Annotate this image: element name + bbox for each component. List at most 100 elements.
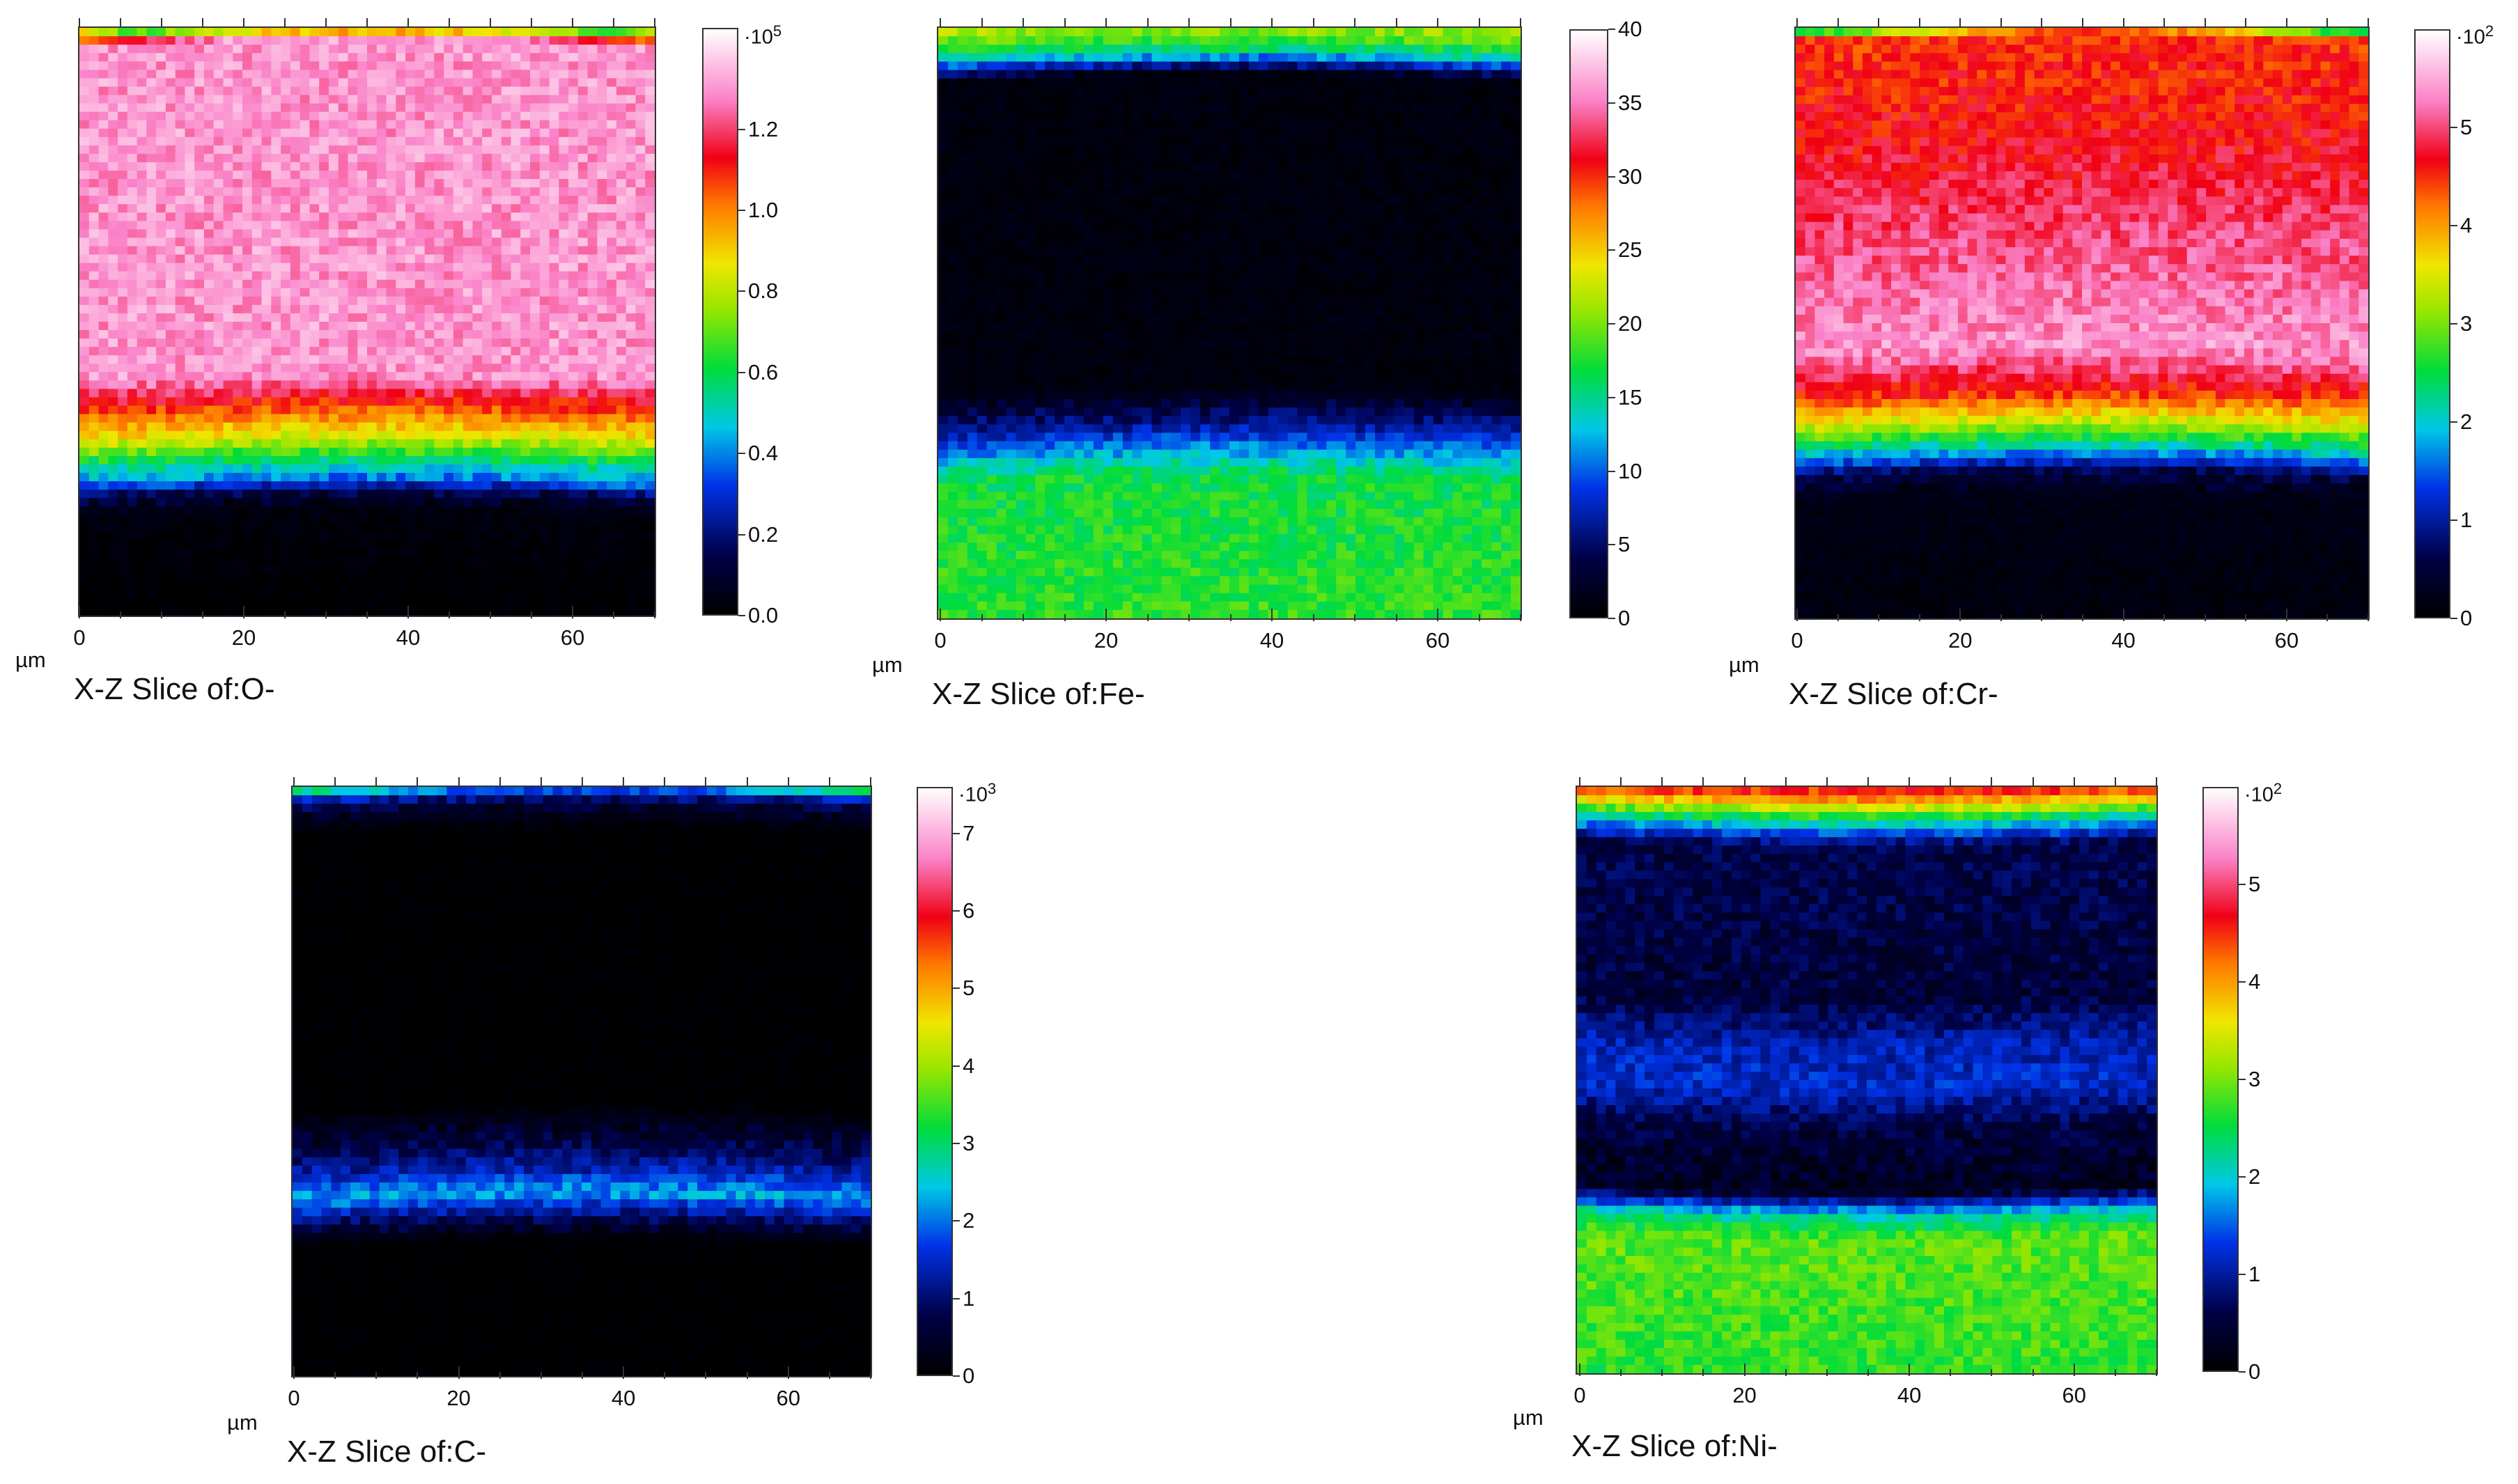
heatmap-cell [127,61,138,70]
heatmap-cell [645,322,655,331]
heatmap-cell [607,338,617,347]
heatmap-cell [616,498,627,507]
heatmap-cell [79,237,90,247]
heatmap-cell [530,347,541,356]
heatmap-cell [290,481,301,490]
heatmap-cell [328,607,339,616]
heatmap-cell [424,128,435,138]
heatmap-cell [213,414,224,423]
heatmap-cell [300,573,311,583]
heatmap-cell [1181,53,1191,63]
heatmap-cell [338,447,349,457]
heatmap-cell [1258,120,1269,130]
heatmap-cell [251,162,263,171]
heatmap-cell [501,590,512,600]
heatmap-cell [549,304,560,314]
heatmap-cell [607,136,617,146]
heatmap-cell [549,531,560,541]
heatmap-cell [424,455,435,465]
heatmap-cell [1443,112,1454,121]
heatmap-cell [1413,86,1424,96]
heatmap-cell [568,439,579,448]
heatmap-cell [645,111,655,121]
heatmap-cell [118,548,128,558]
heatmap-cell [577,187,589,196]
heatmap-cell [281,111,291,121]
heatmap-cell [98,179,109,188]
heatmap-cell [1035,86,1046,96]
heatmap-cell [194,515,205,524]
heatmap-cell [587,455,598,465]
heatmap-cell [511,590,521,600]
heatmap-cell [357,447,368,457]
heatmap-oxygen [78,26,656,617]
heatmap-cell [357,405,368,415]
heatmap-cell [414,565,426,575]
heatmap-cell [396,447,406,457]
heatmap-cell [1210,86,1220,96]
heatmap-cell [185,288,195,297]
heatmap-cell [1016,45,1027,54]
heatmap-cell [357,212,368,221]
heatmap-cell [223,347,233,356]
heatmap-cell [996,129,1007,139]
heatmap-cell [1501,70,1511,79]
heatmap-cell [616,95,627,104]
heatmap-cell [405,237,416,247]
heatmap-cell [319,405,329,415]
heatmap-cell [376,598,387,608]
heatmap-cell [645,221,655,230]
heatmap-cell [98,598,109,608]
heatmap-cell [520,36,531,45]
heatmap-cell [319,607,329,616]
heatmap-cell [165,61,176,70]
heatmap-cell [261,95,272,104]
heatmap-cell [434,204,444,213]
heatmap-cell [587,86,598,96]
heatmap-cell [472,204,483,213]
heatmap-cell [156,414,166,423]
heatmap-cell [98,145,109,155]
heatmap-cell [597,389,607,398]
heatmap-cell [98,204,109,213]
heatmap-cell [203,70,215,79]
heatmap-cell [165,153,176,163]
heatmap-cell [444,162,454,171]
heatmap-cell [530,296,541,306]
heatmap-cell [645,481,655,490]
heatmap-cell [568,481,579,490]
heatmap-cell [185,607,195,616]
heatmap-cell [271,313,281,322]
heatmap-cell [185,170,195,180]
heatmap-cell [1171,36,1182,45]
heatmap-cell [1248,53,1259,63]
heatmap-cell [98,279,109,289]
heatmap-cell [947,36,958,45]
heatmap-cell [357,45,368,54]
heatmap-cell [357,103,368,113]
heatmap-cell [1161,53,1172,63]
heatmap-cell [491,53,502,62]
heatmap-cell [203,204,215,213]
heatmap-cell [405,414,416,423]
heatmap-cell [530,153,541,163]
heatmap-cell [1016,104,1027,113]
heatmap-cell [261,221,272,230]
heatmap-cell [396,61,406,70]
heatmap-cell [367,120,378,130]
heatmap-cell [290,464,301,474]
heatmap-cell [1006,86,1017,96]
heatmap-cell [213,237,224,247]
heatmap-cell [242,405,253,415]
heatmap-cell [453,162,464,171]
heatmap-cell [530,455,541,465]
heatmap-cell [376,506,387,515]
heatmap-cell [1365,53,1376,63]
heatmap-cell [424,598,435,608]
heatmap-cell [281,45,291,54]
heatmap-cell [414,607,426,616]
heatmap-cell [108,304,118,314]
heatmap-cell [309,45,320,54]
heatmap-cell [549,607,560,616]
heatmap-cell [357,473,368,482]
